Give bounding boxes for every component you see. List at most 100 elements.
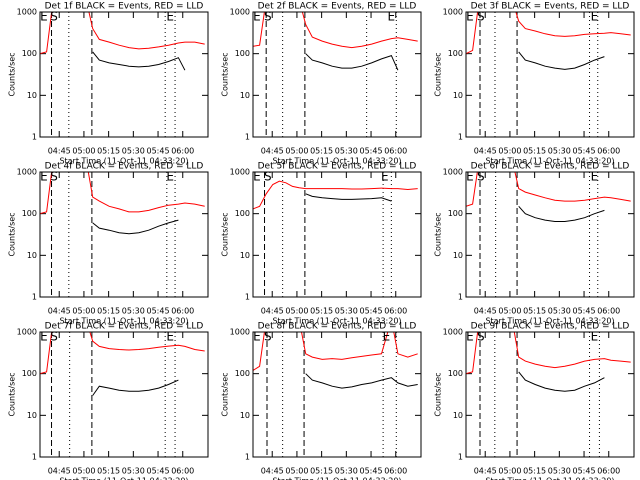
annotation: E [40,330,48,344]
y-tick-label: 1000 [17,8,37,17]
x-tick-label: 05:30 [335,147,358,156]
y-axis-label: Counts/sec [221,212,230,256]
x-tick-label: 05:30 [548,147,571,156]
y-tick-label: 10 [27,91,37,100]
x-tick-label: 05:15 [97,307,120,316]
x-tick-label: 04:45 [261,307,284,316]
annotation: E [591,170,599,184]
x-tick-label: 06:00 [384,467,407,476]
x-tick-label: 04:45 [48,147,71,156]
y-axis-label: Counts/sec [221,372,230,416]
annotation: E [253,10,261,24]
plot-frame [252,171,422,298]
x-tick-label: 05:45 [360,147,383,156]
plot-frame [465,11,635,138]
x-tick-label: 05:15 [310,307,333,316]
chart-title: Det 9f BLACK = Events, RED = LLD [471,322,630,332]
x-axis-label: Start Time (11-Oct-11 04:33:20) [59,157,188,166]
y-tick-label: 10 [27,251,37,260]
panel: Det 5f BLACK = Events, RED = LLD Start Ti… [221,162,422,326]
panel: Det 8f BLACK = Events, RED = LLD Start Ti… [221,322,422,480]
x-tick-label: 05:15 [523,307,546,316]
x-tick-label: 04:45 [261,147,284,156]
y-tick-label: 10 [453,91,463,100]
x-tick-label: 05:30 [548,467,571,476]
x-axis-label: Start Time (11-Oct-11 04:33:20) [272,157,401,166]
annotation: E [166,330,174,344]
series-line [253,180,418,210]
y-axis-label: Counts/sec [8,52,17,96]
annotation: E [40,170,48,184]
y-tick-label: 1000 [443,328,463,337]
y-tick-label: 100 [448,369,463,378]
chart-title: Det 3f BLACK = Events, RED = LLD [471,2,630,12]
annotation: S [264,170,272,184]
x-tick-label: 06:00 [171,307,194,316]
x-tick-label: 05:15 [523,147,546,156]
series-line [305,373,418,389]
annotation: E [466,10,474,24]
annotation: E [40,10,48,24]
panel: Det 3f BLACK = Events, RED = LLD Start Ti… [434,2,635,166]
x-tick-label: 05:00 [498,147,521,156]
y-tick-label: 100 [448,209,463,218]
plot-frame [465,331,635,458]
x-axis-label: Start Time (11-Oct-11 04:33:20) [272,317,401,326]
x-tick-label: 05:00 [72,307,95,316]
y-tick-label: 10 [27,411,37,420]
x-tick-label: 05:00 [285,467,308,476]
x-axis-label: Start Time (11-Oct-11 04:33:20) [59,317,188,326]
panel: Det 6f BLACK = Events, RED = LLD Start Ti… [434,162,635,326]
series-line [305,53,399,71]
y-tick-label: 100 [235,369,250,378]
x-tick-label: 05:45 [147,147,170,156]
x-tick-label: 04:45 [261,467,284,476]
y-tick-label: 1 [245,293,250,302]
annotation: E [166,10,174,24]
annotation: S [264,330,272,344]
annotation: S [264,10,272,24]
chart-title: Det 4f BLACK = Events, RED = LLD [45,162,204,172]
x-tick-label: 05:30 [548,307,571,316]
series-line [92,219,179,235]
annotation: E [253,170,261,184]
y-tick-label: 1000 [17,328,37,337]
y-axis-label: Counts/sec [8,372,17,416]
y-tick-label: 10 [453,411,463,420]
series-line [305,193,392,202]
y-tick-label: 1 [32,293,37,302]
x-tick-label: 04:45 [474,147,497,156]
chart-title: Det 1f BLACK = Events, RED = LLD [45,2,204,12]
x-tick-label: 06:00 [171,467,194,476]
series-line [518,371,605,392]
annotation: S [50,10,58,24]
annotation: E [466,170,474,184]
y-tick-label: 1 [458,293,463,302]
series-line [253,12,418,49]
x-axis-label: Start Time (11-Oct-11 04:33:20) [485,157,614,166]
x-tick-label: 05:45 [147,467,170,476]
annotation: E [253,330,261,344]
annotation: S [50,170,58,184]
annotation: S [50,330,58,344]
series-line [253,332,418,371]
series-line [466,172,631,207]
x-tick-label: 05:45 [573,147,596,156]
y-tick-label: 100 [235,49,250,58]
x-tick-label: 06:00 [384,147,407,156]
x-tick-label: 04:45 [48,467,71,476]
x-tick-label: 05:30 [335,307,358,316]
annotation: E [383,330,391,344]
x-tick-label: 05:45 [147,307,170,316]
y-tick-label: 1 [245,453,250,462]
x-axis-label: Start Time (11-Oct-11 04:33:20) [272,477,401,480]
panel: Det 4f BLACK = Events, RED = LLD Start Ti… [8,162,209,326]
chart-title: Det 5f BLACK = Events, RED = LLD [258,162,417,172]
y-tick-label: 10 [453,251,463,260]
annotation: E [466,330,474,344]
x-tick-label: 05:45 [573,467,596,476]
x-tick-label: 05:30 [335,467,358,476]
series-line [518,51,605,70]
x-tick-label: 06:00 [597,307,620,316]
